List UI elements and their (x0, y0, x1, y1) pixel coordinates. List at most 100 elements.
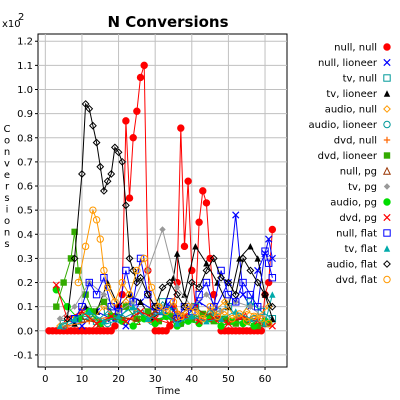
data-point-tv-lioneer (181, 291, 188, 298)
data-point-dvd-null (64, 322, 71, 330)
data-point-audio-flat (202, 266, 211, 275)
data-point-dvd-flat (221, 307, 229, 316)
data-point-audio-flat (103, 177, 112, 186)
data-point-audio-flat (180, 302, 189, 311)
data-point-tv-pg (71, 303, 78, 310)
legend-label: dvd, pg (339, 213, 377, 224)
y-tick-label: -0.1 (13, 350, 33, 361)
y-multiplier-label: x10 (2, 19, 21, 30)
data-point-null-null (162, 327, 170, 335)
data-point-null-flat (195, 290, 203, 299)
y-axis-label-letter: n (4, 147, 10, 158)
legend-marker-audio-null (383, 105, 391, 113)
chart-title: N Conversions (107, 13, 228, 31)
data-point-tv-lioneer (203, 260, 210, 267)
y-axis-label-letter: i (6, 205, 9, 216)
y-axis-label-letter: C (4, 124, 11, 135)
data-point-null-null (107, 327, 115, 335)
x-tick-label: 50 (222, 374, 235, 385)
data-point-tv-flat (86, 308, 93, 315)
data-point-tv-pg (100, 291, 108, 298)
legend-label: tv, flat (344, 244, 377, 255)
data-point-dvd-flat (162, 307, 170, 316)
data-point-tv-flat (144, 315, 152, 322)
data-point-tv-flat (173, 320, 181, 327)
legend-item-audio-lioneer: audio, lioneer (309, 120, 391, 131)
y-multiplier-exponent: 2 (18, 12, 24, 23)
legend-label: audio, pg (330, 198, 377, 209)
legend-marker-dvd-lioneer (383, 152, 391, 159)
data-point-audio-flat (63, 314, 72, 323)
data-point-tv-lioneer (214, 279, 221, 286)
data-point-audio-pg (63, 302, 71, 311)
data-point-audio-flat (136, 273, 145, 282)
data-point-dvd-flat (81, 242, 90, 251)
data-point-audio-null (220, 297, 229, 306)
data-point-tv-flat (56, 322, 64, 330)
data-point-dvd-flat (250, 312, 258, 321)
data-point-audio-flat (195, 283, 204, 292)
data-point-null-flat (246, 290, 255, 299)
legend-item-tv-null: tv, null (343, 74, 391, 85)
data-point-audio-flat (70, 254, 79, 263)
data-point-null-flat (232, 298, 240, 306)
legend-item-null-null: null, null (334, 43, 391, 54)
x-tick-label: 10 (76, 374, 89, 385)
data-point-dvd-flat (177, 312, 185, 321)
data-point-audio-flat (129, 266, 138, 275)
data-point-audio-flat (231, 290, 240, 299)
legend-label: null, pg (340, 167, 377, 178)
data-point-audio-flat (132, 278, 141, 287)
data-point-audio-flat (81, 100, 90, 108)
data-point-null-null (184, 177, 192, 185)
data-point-audio-flat (239, 254, 247, 263)
data-point-null-flat (122, 266, 130, 275)
data-point-audio-flat (158, 283, 167, 292)
y-tick-label: 0.5 (17, 206, 33, 217)
series-audio-flat (63, 100, 277, 323)
data-point-audio-flat (209, 254, 218, 263)
data-point-null-lioneer (265, 235, 273, 243)
data-point-audio-flat (92, 138, 101, 147)
legend-marker-tv-lioneer (383, 90, 391, 97)
legend-marker-dvd-pg (383, 213, 391, 222)
data-point-null-flat (78, 302, 86, 311)
y-tick-label: 1.2 (17, 37, 33, 48)
data-point-audio-flat (118, 157, 127, 166)
data-point-null-null (136, 73, 145, 82)
data-point-tv-lioneer (173, 250, 181, 257)
data-point-dvd-flat (155, 302, 163, 311)
data-point-audio-flat (110, 143, 119, 152)
data-point-dvd-lioneer (232, 320, 239, 327)
data-point-audio-flat (143, 290, 152, 299)
data-point-dvd-lioneer (177, 320, 185, 327)
data-point-null-flat (268, 274, 277, 282)
data-point-null-flat (254, 302, 262, 311)
data-point-audio-flat (187, 278, 196, 287)
data-point-dvd-flat (184, 302, 192, 311)
data-point-audio-flat (78, 170, 86, 178)
y-tick-label: 0.8 (17, 133, 33, 144)
data-point-null-null (257, 327, 266, 335)
series-layer (45, 61, 277, 335)
data-point-audio-pg (217, 322, 225, 330)
data-point-dvd-flat (96, 235, 104, 243)
data-point-null-null (140, 61, 148, 70)
data-point-dvd-flat (118, 278, 126, 287)
data-point-dvd-pg (92, 319, 101, 328)
data-point-null-flat (261, 247, 269, 255)
data-point-tv-pg (173, 284, 181, 291)
x-tick-label: 30 (149, 374, 162, 385)
data-point-tv-flat (217, 315, 225, 322)
x-tick-label: 40 (185, 374, 198, 385)
data-point-dvd-lioneer (221, 315, 228, 322)
y-tick-label: 0.6 (17, 182, 33, 193)
legend-label: tv, pg (348, 182, 377, 193)
y-tick-label: 1.1 (17, 61, 33, 72)
legend-marker-audio-flat (383, 260, 391, 268)
data-point-dvd-flat (147, 283, 156, 292)
y-tick-label: 1.0 (17, 85, 33, 96)
legend-item-audio-null: audio, null (325, 105, 391, 116)
data-point-tv-pg (56, 315, 64, 322)
